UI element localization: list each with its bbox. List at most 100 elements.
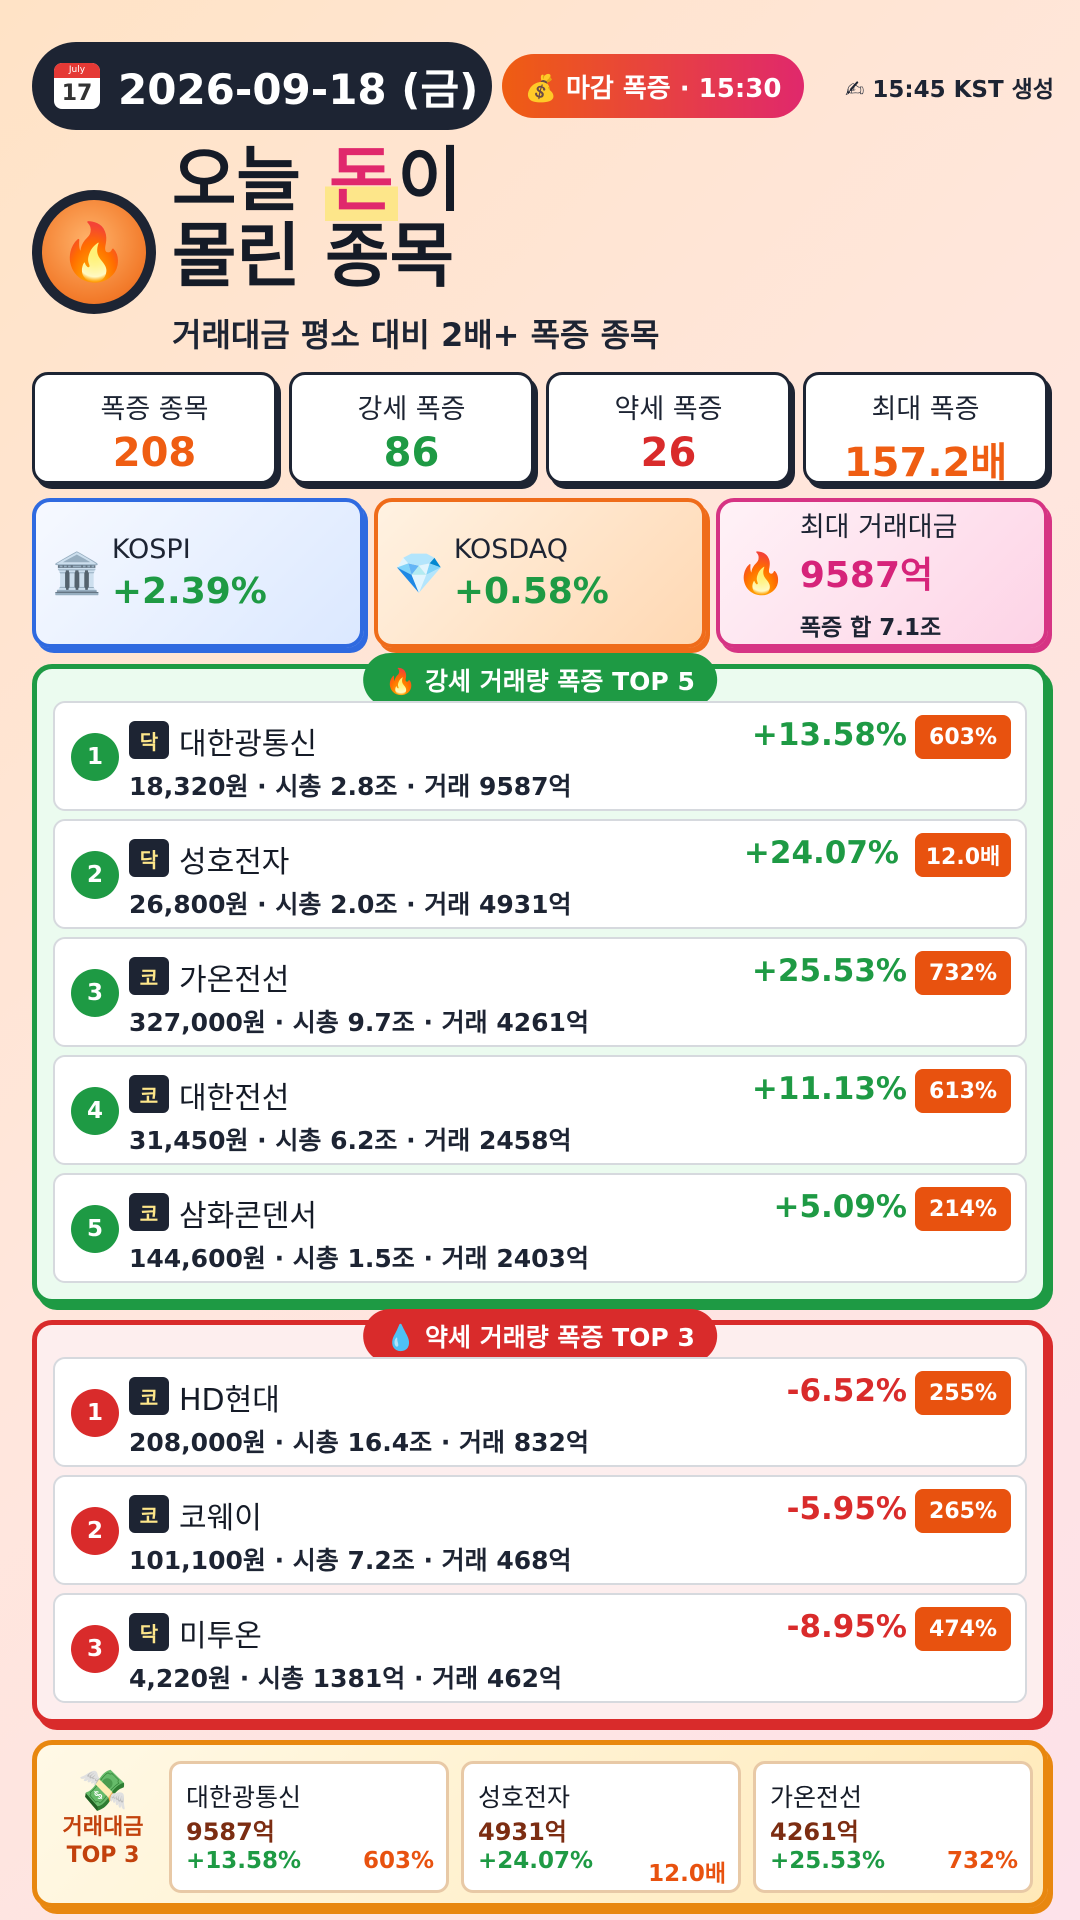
market-badge: 닥	[129, 839, 169, 877]
money-icon: 💸	[78, 1768, 128, 1814]
list-item[interactable]: 1 코 HD현대 208,000원 · 시총 16.4조 · 거래 832억 -…	[53, 1357, 1027, 1467]
rank-badge: 1	[71, 733, 119, 781]
stock-change: +11.13%	[751, 1071, 907, 1107]
stat-value: 157.2배	[843, 440, 1008, 486]
stock-info: 101,100원 · 시총 7.2조 · 거래 468억	[129, 1546, 572, 1575]
rank-badge: 2	[71, 851, 119, 899]
stock-name: 대한광통신	[186, 1783, 302, 1812]
kosdaq-change: +0.58%	[453, 571, 609, 612]
stock-change: +13.58%	[751, 717, 907, 753]
stat-card-strong-surge: 강세 폭증 86	[289, 372, 534, 484]
stock-name: 미투온	[179, 1619, 262, 1654]
list-item[interactable]: 3 코 가온전선 327,000원 · 시총 9.7조 · 거래 4261억 +…	[53, 937, 1027, 1047]
list-item[interactable]: 4 코 대한전선 31,450원 · 시총 6.2조 · 거래 2458억 +1…	[53, 1055, 1027, 1165]
list-item[interactable]: 3 닥 미투온 4,220원 · 시총 1381억 · 거래 462억 -8.9…	[53, 1593, 1027, 1703]
stat-label: 약세 폭증	[614, 394, 723, 425]
page-subtitle: 거래대금 평소 대비 2배+ 폭증 종목	[172, 316, 660, 354]
title-part2: 이	[397, 139, 462, 221]
title-part1: 오늘	[172, 139, 326, 221]
list-item[interactable]: 2 코 코웨이 101,100원 · 시총 7.2조 · 거래 468억 -5.…	[53, 1475, 1027, 1585]
title-highlight: 돈	[325, 139, 398, 221]
volume-ratio-badge: 613%	[915, 1069, 1011, 1113]
stock-info: 4,220원 · 시총 1381억 · 거래 462억	[129, 1664, 563, 1693]
index-cards: 🏛️ KOSPI +2.39% 💎 KOSDAQ +0.58% 🔥 최대 거래대…	[32, 498, 1048, 648]
stat-card-surge-count: 폭증 종목 208	[32, 372, 277, 484]
stat-value: 208	[112, 430, 197, 476]
rank-badge: 5	[71, 1205, 119, 1253]
calendar-icon: July 17	[54, 63, 100, 109]
stock-change: +25.53%	[770, 1848, 886, 1874]
market-badge: 코	[129, 1193, 169, 1231]
volume-top3-title-line1: 거래대금	[62, 1815, 144, 1840]
kosdaq-card: 💎 KOSDAQ +0.58%	[374, 498, 706, 648]
fire-badge: 🔥	[32, 190, 156, 314]
calendar-day: 17	[61, 81, 93, 106]
max-volume-value: 9587억	[799, 554, 934, 596]
rank-badge: 1	[71, 1389, 119, 1437]
stat-label: 폭증 종목	[100, 394, 209, 425]
volume-ratio-badge: 255%	[915, 1371, 1011, 1415]
list-item[interactable]: 2 닥 성호전자 26,800원 · 시총 2.0조 · 거래 4931억 +2…	[53, 819, 1027, 929]
surge-sum: 폭증 합 7.1조	[799, 614, 942, 641]
volume-top3-title-line2: TOP 3	[66, 1843, 140, 1868]
stock-name: 코웨이	[179, 1501, 262, 1536]
stat-card-max-surge: 최대 폭증 157.2배	[803, 372, 1048, 486]
gem-icon: 💎	[394, 550, 444, 597]
market-badge: 코	[129, 1075, 169, 1113]
stock-name: 가온전선	[179, 963, 290, 998]
rank-badge: 2	[71, 1507, 119, 1555]
volume-card[interactable]: 가온전선 4261억 +25.53% 732%	[753, 1761, 1033, 1893]
stock-change: -8.95%	[786, 1609, 907, 1645]
trade-amount: 4261억	[770, 1818, 859, 1846]
stock-change: +25.53%	[751, 953, 907, 989]
market-close-badge: 💰 마감 폭증 · 15:30	[502, 54, 804, 118]
stat-cards: 폭증 종목 208 강세 폭증 86 약세 폭증 26 최대 폭증 157.2배	[32, 372, 1048, 486]
list-item[interactable]: 1 닥 대한광통신 18,320원 · 시총 2.8조 · 거래 9587억 +…	[53, 701, 1027, 811]
market-badge: 닥	[129, 1613, 169, 1651]
list-item[interactable]: 5 코 삼화콘덴서 144,600원 · 시총 1.5조 · 거래 2403억 …	[53, 1173, 1027, 1283]
stock-info: 31,450원 · 시총 6.2조 · 거래 2458억	[129, 1126, 572, 1155]
date-pill: July 17 2026-09-18 (금)	[32, 42, 492, 130]
kosdaq-label: KOSDAQ	[453, 534, 568, 565]
volume-card[interactable]: 대한광통신 9587억 +13.58% 603%	[169, 1761, 449, 1893]
stock-change: -6.52%	[786, 1373, 907, 1409]
stat-label: 강세 폭증	[357, 394, 466, 425]
kospi-change: +2.39%	[111, 571, 267, 612]
volume-ratio-badge: 12.0배	[915, 833, 1011, 877]
stock-info: 208,000원 · 시총 16.4조 · 거래 832억	[129, 1428, 589, 1457]
stock-change: -5.95%	[786, 1491, 907, 1527]
stock-change: +13.58%	[186, 1848, 302, 1874]
report-date: 2026-09-18 (금)	[118, 64, 479, 114]
volume-card[interactable]: 성호전자 4931억 +24.07% 12.0배	[461, 1761, 741, 1893]
rank-badge: 3	[71, 1625, 119, 1673]
gainers-title: 🔥 강세 거래량 폭증 TOP 5	[363, 653, 717, 707]
stat-card-weak-surge: 약세 폭증 26	[546, 372, 791, 484]
stat-value: 86	[383, 430, 440, 476]
fire-icon: 🔥	[42, 200, 146, 304]
page-title: 오늘 돈이 몰린 종목	[172, 139, 732, 294]
stock-name: 대한광통신	[179, 727, 317, 762]
header-row: July 17 2026-09-18 (금) 💰 마감 폭증 · 15:30 ✍…	[32, 42, 1054, 130]
market-badge: 코	[129, 1377, 169, 1415]
stock-name: 대한전선	[179, 1081, 290, 1116]
bank-icon: 🏛️	[52, 550, 102, 597]
stock-name: HD현대	[179, 1383, 280, 1418]
stock-name: 삼화콘덴서	[179, 1199, 317, 1234]
stock-info: 144,600원 · 시총 1.5조 · 거래 2403억	[129, 1244, 589, 1273]
stock-change: +24.07%	[478, 1848, 594, 1874]
rank-badge: 4	[71, 1087, 119, 1135]
stat-value: 26	[640, 430, 697, 476]
volume-top3-panel: 💸 거래대금 TOP 3 대한광통신 9587억 +13.58% 603% 성호…	[32, 1740, 1048, 1908]
stock-name: 성호전자	[179, 845, 290, 880]
fire-icon: 🔥	[736, 550, 786, 597]
volume-ratio: 732%	[946, 1848, 1018, 1874]
stock-name: 가온전선	[770, 1783, 863, 1812]
stock-info: 26,800원 · 시총 2.0조 · 거래 4931억	[129, 890, 572, 919]
max-volume-card: 🔥 최대 거래대금 9587억 폭증 합 7.1조	[716, 498, 1048, 648]
volume-ratio-badge: 214%	[915, 1187, 1011, 1231]
kospi-card: 🏛️ KOSPI +2.39%	[32, 498, 364, 648]
kospi-label: KOSPI	[111, 534, 191, 565]
generated-time: ✍ 15:45 KST 생성	[845, 77, 1054, 103]
market-badge: 코	[129, 957, 169, 995]
volume-ratio-badge: 265%	[915, 1489, 1011, 1533]
